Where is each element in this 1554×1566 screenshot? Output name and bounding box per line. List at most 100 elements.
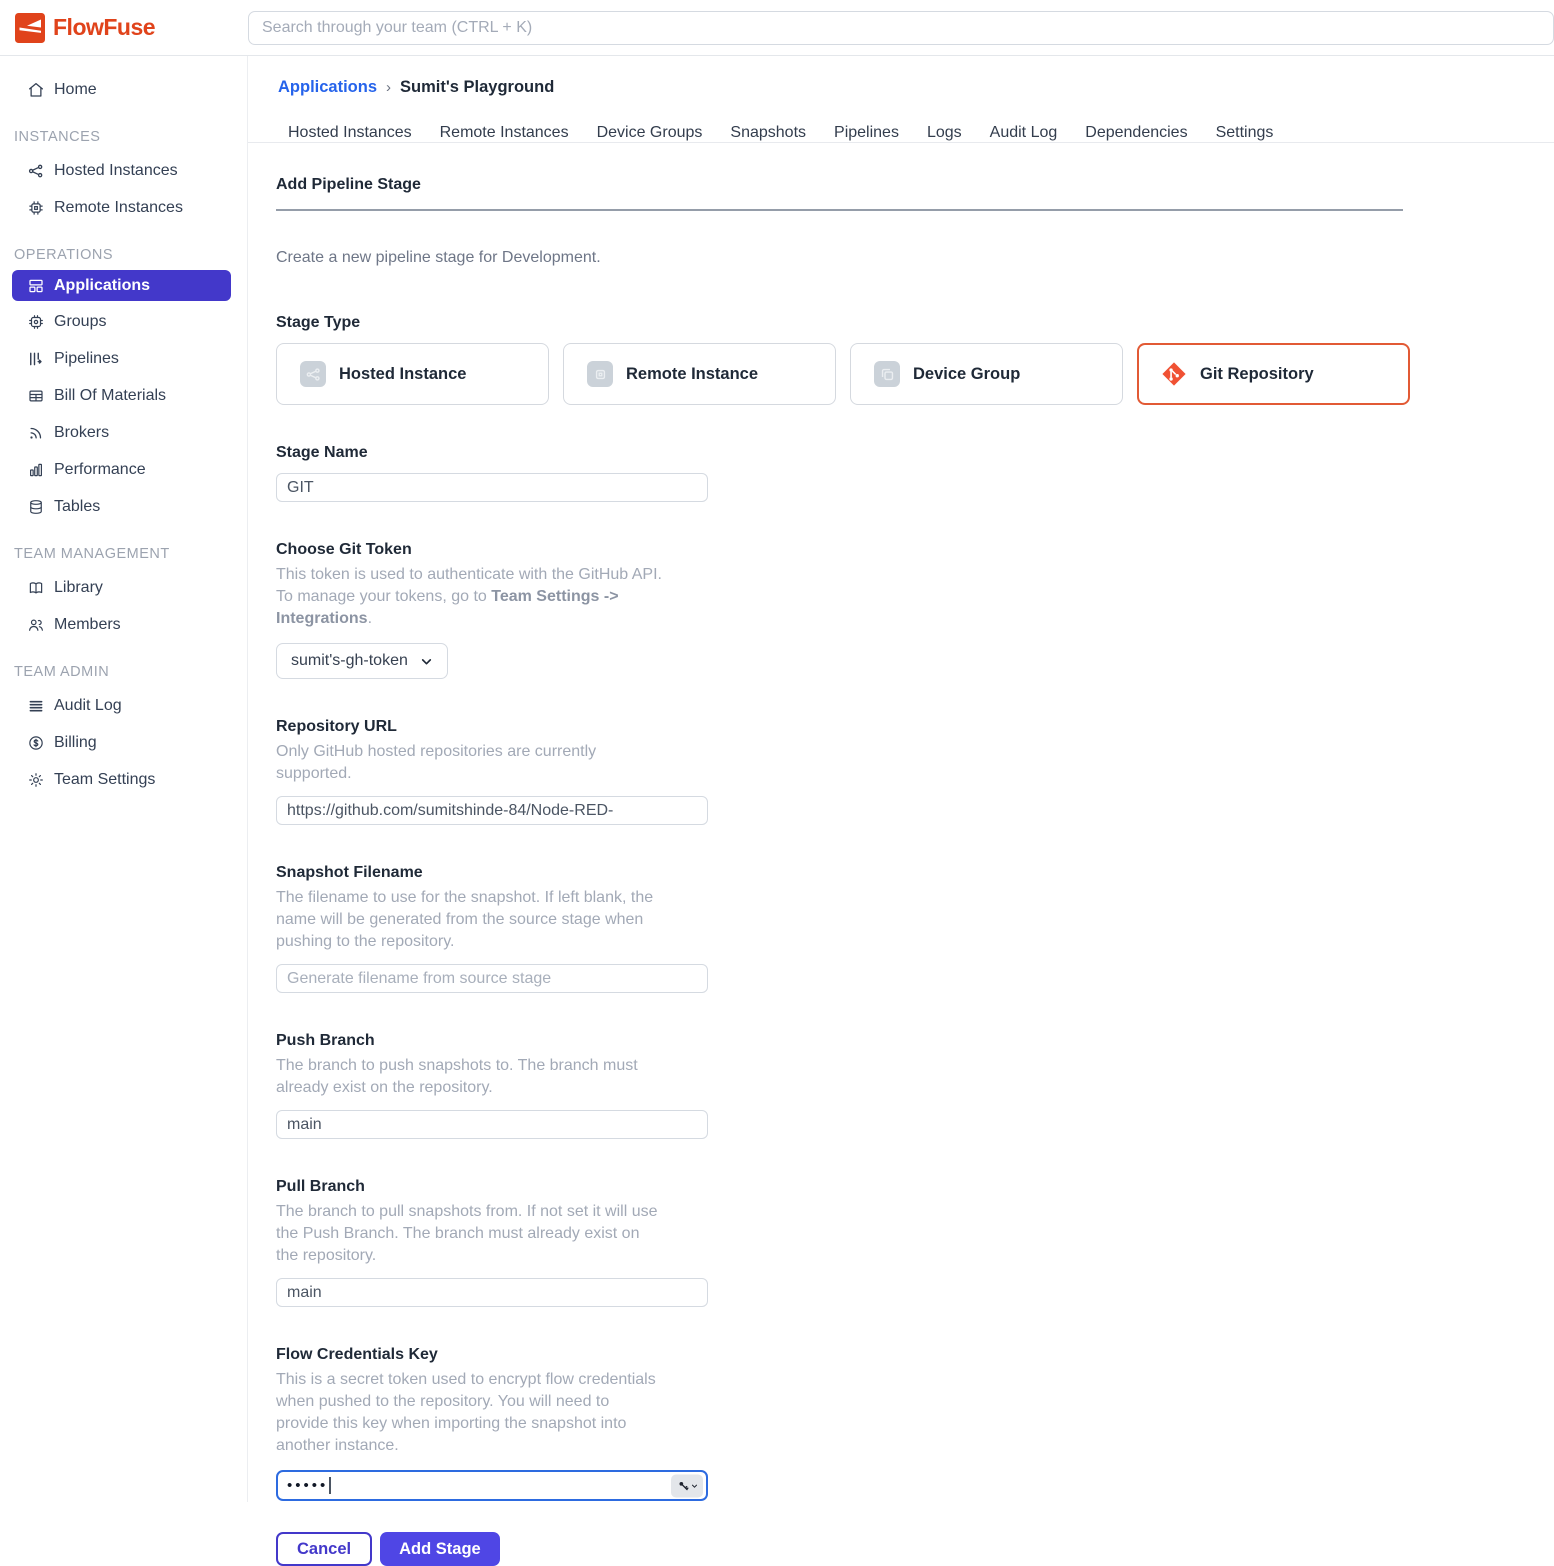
tab-device-groups[interactable]: Device Groups bbox=[596, 124, 703, 141]
sidebar-item-team-settings[interactable]: Team Settings bbox=[0, 761, 247, 798]
stage-type-hosted-instance[interactable]: Hosted Instance bbox=[276, 343, 549, 405]
sidebar-item-label: Billing bbox=[54, 733, 97, 751]
form-subtitle: Create a new pipeline stage for Developm… bbox=[276, 249, 601, 266]
sidebar-item-members[interactable]: Members bbox=[0, 606, 247, 643]
git-icon bbox=[1162, 362, 1186, 386]
brokers-icon bbox=[30, 427, 42, 439]
stage-type-option-label: Hosted Instance bbox=[339, 364, 467, 383]
sidebar-item-label: Hosted Instances bbox=[54, 161, 178, 179]
stage-type-device-group[interactable]: Device Group bbox=[850, 343, 1123, 405]
groups-icon bbox=[29, 314, 43, 329]
top-bar: FlowFuse bbox=[0, 0, 1554, 56]
bill-of-materials-icon bbox=[29, 390, 43, 401]
git-token-field: Choose Git Token This token is used to a… bbox=[276, 541, 1554, 679]
remote-instances-icon bbox=[29, 200, 43, 215]
sidebar-section-team-management: TEAM MANAGEMENT bbox=[14, 546, 170, 562]
tab-hosted-instances[interactable]: Hosted Instances bbox=[288, 124, 412, 141]
snapshot-filename-field: Snapshot Filename The filename to use fo… bbox=[276, 864, 1554, 993]
repository-url-field: Repository URL Only GitHub hosted reposi… bbox=[276, 718, 1554, 825]
flow-credentials-field: Flow Credentials Key This is a secret to… bbox=[276, 1346, 1554, 1501]
team-search-input[interactable] bbox=[248, 10, 1554, 45]
sidebar-item-label: Library bbox=[54, 578, 103, 596]
key-icon bbox=[678, 1481, 689, 1490]
tab-dependencies[interactable]: Dependencies bbox=[1085, 124, 1188, 141]
breadcrumb-applications-link[interactable]: Applications bbox=[278, 78, 378, 96]
repository-url-input[interactable] bbox=[276, 796, 708, 825]
stage-type-remote-instance[interactable]: Remote Instance bbox=[563, 343, 836, 405]
push-branch-input[interactable] bbox=[276, 1110, 708, 1139]
git-token-selected-value: sumit's-gh-token bbox=[291, 652, 408, 669]
git-token-label: Choose Git Token bbox=[276, 541, 412, 558]
masked-password-dots: ••••• bbox=[287, 1477, 329, 1494]
repository-url-helper: Only GitHub hosted repositories are curr… bbox=[276, 743, 597, 782]
sidebar-item-label: Members bbox=[54, 615, 121, 633]
snapshot-filename-helper: The filename to use for the snapshot. If… bbox=[276, 889, 654, 950]
stage-name-input[interactable] bbox=[276, 473, 708, 502]
performance-icon bbox=[30, 463, 43, 476]
sidebar-item-brokers[interactable]: Brokers bbox=[0, 414, 247, 451]
git-token-helper-text: This token is used to authenticate with … bbox=[276, 566, 662, 605]
stage-type-option-label: Git Repository bbox=[1200, 364, 1314, 383]
tables-icon bbox=[30, 499, 42, 514]
flowfuse-logo-icon bbox=[15, 12, 45, 43]
stage-type-label: Stage Type bbox=[276, 314, 361, 331]
breadcrumb: Applications › Sumit's Playground bbox=[278, 78, 1554, 97]
sidebar-item-home[interactable]: Home bbox=[0, 71, 247, 108]
sidebar-item-pipelines[interactable]: Pipelines bbox=[0, 340, 247, 377]
sidebar-item-remote-instances[interactable]: Remote Instances bbox=[0, 189, 247, 226]
push-branch-helper: The branch to push snapshots to. The bra… bbox=[276, 1057, 638, 1096]
tab-remote-instances[interactable]: Remote Instances bbox=[439, 124, 569, 141]
sidebar-item-label: Audit Log bbox=[54, 696, 122, 714]
sidebar-item-performance[interactable]: Performance bbox=[0, 451, 247, 488]
sidebar-item-tables[interactable]: Tables bbox=[0, 488, 247, 525]
push-branch-label: Push Branch bbox=[276, 1032, 375, 1049]
pull-branch-label: Pull Branch bbox=[276, 1178, 365, 1195]
sidebar-item-label: Brokers bbox=[54, 423, 110, 441]
tab-pipelines[interactable]: Pipelines bbox=[834, 124, 899, 141]
git-token-helper-bold: Team Settings -> Integrations bbox=[276, 588, 619, 627]
application-tabs: Hosted Instances Remote Instances Device… bbox=[288, 124, 1554, 142]
cancel-button[interactable]: Cancel bbox=[276, 1532, 373, 1566]
hosted-instances-icon bbox=[28, 164, 43, 177]
sidebar-item-label: Pipelines bbox=[54, 349, 119, 367]
flow-credentials-label: Flow Credentials Key bbox=[276, 1346, 438, 1363]
home-icon bbox=[28, 82, 44, 97]
sidebar-item-applications[interactable]: Applications bbox=[12, 270, 231, 301]
sidebar-item-hosted-instances[interactable]: Hosted Instances bbox=[0, 152, 247, 189]
sidebar-item-library[interactable]: Library bbox=[0, 569, 247, 606]
sidebar-item-bill-of-materials[interactable]: Bill Of Materials bbox=[0, 377, 247, 414]
add-stage-button[interactable]: Add Stage bbox=[380, 1532, 500, 1566]
repository-url-label: Repository URL bbox=[276, 718, 397, 735]
tab-logs[interactable]: Logs bbox=[926, 124, 962, 141]
sidebar-item-audit-log[interactable]: Audit Log bbox=[0, 687, 247, 724]
snapshot-filename-label: Snapshot Filename bbox=[276, 864, 423, 881]
stage-name-label: Stage Name bbox=[276, 444, 368, 461]
chevron-down-small-icon bbox=[691, 1484, 697, 1488]
flow-credentials-input[interactable]: ••••• bbox=[276, 1470, 708, 1501]
audit-log-icon bbox=[29, 700, 43, 711]
sidebar: Home INSTANCES Hosted Instances Remote I… bbox=[0, 56, 248, 1502]
snapshot-filename-input[interactable] bbox=[276, 964, 708, 993]
add-pipeline-stage-form: Add Pipeline Stage Create a new pipeline… bbox=[248, 143, 1554, 1566]
pipelines-icon bbox=[30, 352, 42, 365]
pull-branch-helper: The branch to pull snapshots from. If no… bbox=[276, 1203, 658, 1264]
password-manager-key-button[interactable] bbox=[671, 1474, 703, 1497]
sidebar-item-label: Home bbox=[54, 80, 97, 98]
breadcrumb-separator-icon: › bbox=[386, 79, 392, 96]
applications-icon bbox=[29, 279, 43, 292]
sidebar-item-label: Bill Of Materials bbox=[54, 386, 167, 404]
members-icon bbox=[29, 619, 43, 631]
sidebar-item-label: Applications bbox=[54, 276, 151, 294]
tab-snapshots[interactable]: Snapshots bbox=[730, 124, 807, 141]
sidebar-item-groups[interactable]: Groups bbox=[0, 303, 247, 340]
git-token-helper-period: . bbox=[367, 610, 373, 627]
flowfuse-brand[interactable]: FlowFuse bbox=[0, 12, 248, 43]
tab-settings[interactable]: Settings bbox=[1215, 124, 1274, 141]
stage-type-options: Hosted Instance Remote Instance Device G… bbox=[276, 343, 1554, 405]
tab-audit-log[interactable]: Audit Log bbox=[989, 124, 1058, 141]
git-token-select[interactable]: sumit's-gh-token bbox=[276, 643, 448, 679]
flow-credentials-helper: This is a secret token used to encrypt f… bbox=[276, 1371, 656, 1454]
pull-branch-input[interactable] bbox=[276, 1278, 708, 1307]
sidebar-item-billing[interactable]: Billing bbox=[0, 724, 247, 761]
stage-type-git-repository[interactable]: Git Repository bbox=[1137, 343, 1410, 405]
